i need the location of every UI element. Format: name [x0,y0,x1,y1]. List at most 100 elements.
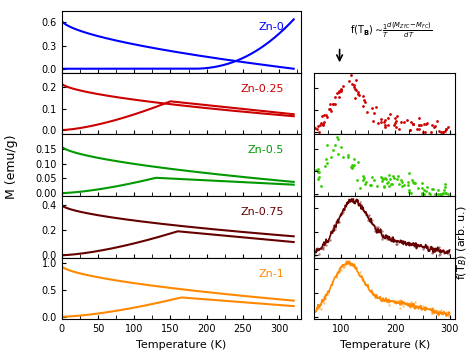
Point [324,114,331,119]
Point [367,220,375,225]
Point [419,129,427,135]
Point [434,118,441,124]
Point [441,190,449,196]
Point [442,311,450,317]
Point [382,297,389,302]
Point [363,109,371,115]
Point [411,299,419,305]
Point [441,181,448,187]
Point [386,111,394,117]
Point [406,303,414,309]
Point [428,310,436,316]
Point [314,123,321,129]
Point [418,190,426,196]
Point [365,217,372,223]
Point [384,115,392,121]
Point [382,122,389,128]
Point [340,154,347,159]
Point [405,179,412,185]
Point [419,303,427,309]
Point [348,262,356,268]
Point [357,273,365,279]
Point [432,246,439,252]
Point [326,106,334,112]
Point [407,190,415,196]
Point [396,237,404,243]
Point [405,241,412,246]
Point [408,177,416,183]
Point [321,163,328,169]
Point [410,180,418,186]
Point [359,173,367,179]
Text: Zn-0: Zn-0 [258,22,284,32]
Point [361,181,369,187]
Point [391,237,398,243]
Point [319,246,327,252]
Point [335,88,343,94]
Point [372,226,379,232]
Point [384,179,392,185]
Point [356,269,364,274]
Point [421,304,428,310]
Point [392,115,399,121]
Point [368,105,376,111]
Point [337,262,345,268]
Point [420,187,428,193]
Point [316,169,323,175]
Point [428,186,436,192]
Point [356,185,364,191]
Point [428,244,436,250]
Point [420,122,428,127]
Point [312,246,320,252]
Text: Zn-0.25: Zn-0.25 [241,84,284,94]
Point [424,244,432,250]
Point [325,291,332,297]
Point [437,191,445,197]
Point [415,127,423,132]
Point [338,210,346,216]
Point [311,252,319,258]
Point [372,105,380,110]
Point [445,191,452,197]
X-axis label: Temperature (K): Temperature (K) [339,340,430,350]
Point [432,123,439,129]
Point [399,299,406,305]
Point [359,103,366,109]
Point [372,224,379,230]
Point [383,176,390,182]
Point [319,244,327,250]
Point [397,119,404,125]
Point [392,124,400,130]
Point [368,217,375,223]
Point [344,152,352,158]
Point [431,191,438,197]
Point [343,258,350,264]
Point [377,295,385,301]
Point [322,242,329,248]
Point [350,156,358,162]
Point [370,110,378,116]
Point [311,125,319,131]
Point [331,223,339,228]
Point [443,189,450,195]
Point [439,248,447,253]
Text: Zn-0.5: Zn-0.5 [248,146,284,155]
Point [337,144,345,150]
Point [386,302,393,308]
Point [372,294,379,299]
Point [365,213,372,219]
Point [385,183,393,189]
Point [348,81,356,87]
Point [350,162,358,168]
Point [430,125,438,130]
Point [436,191,444,197]
Point [328,154,335,160]
Point [339,264,346,269]
Point [333,271,341,277]
Point [428,305,436,311]
Point [372,228,379,234]
Point [347,164,355,170]
Point [373,229,381,235]
Point [395,126,402,132]
Point [435,252,443,258]
